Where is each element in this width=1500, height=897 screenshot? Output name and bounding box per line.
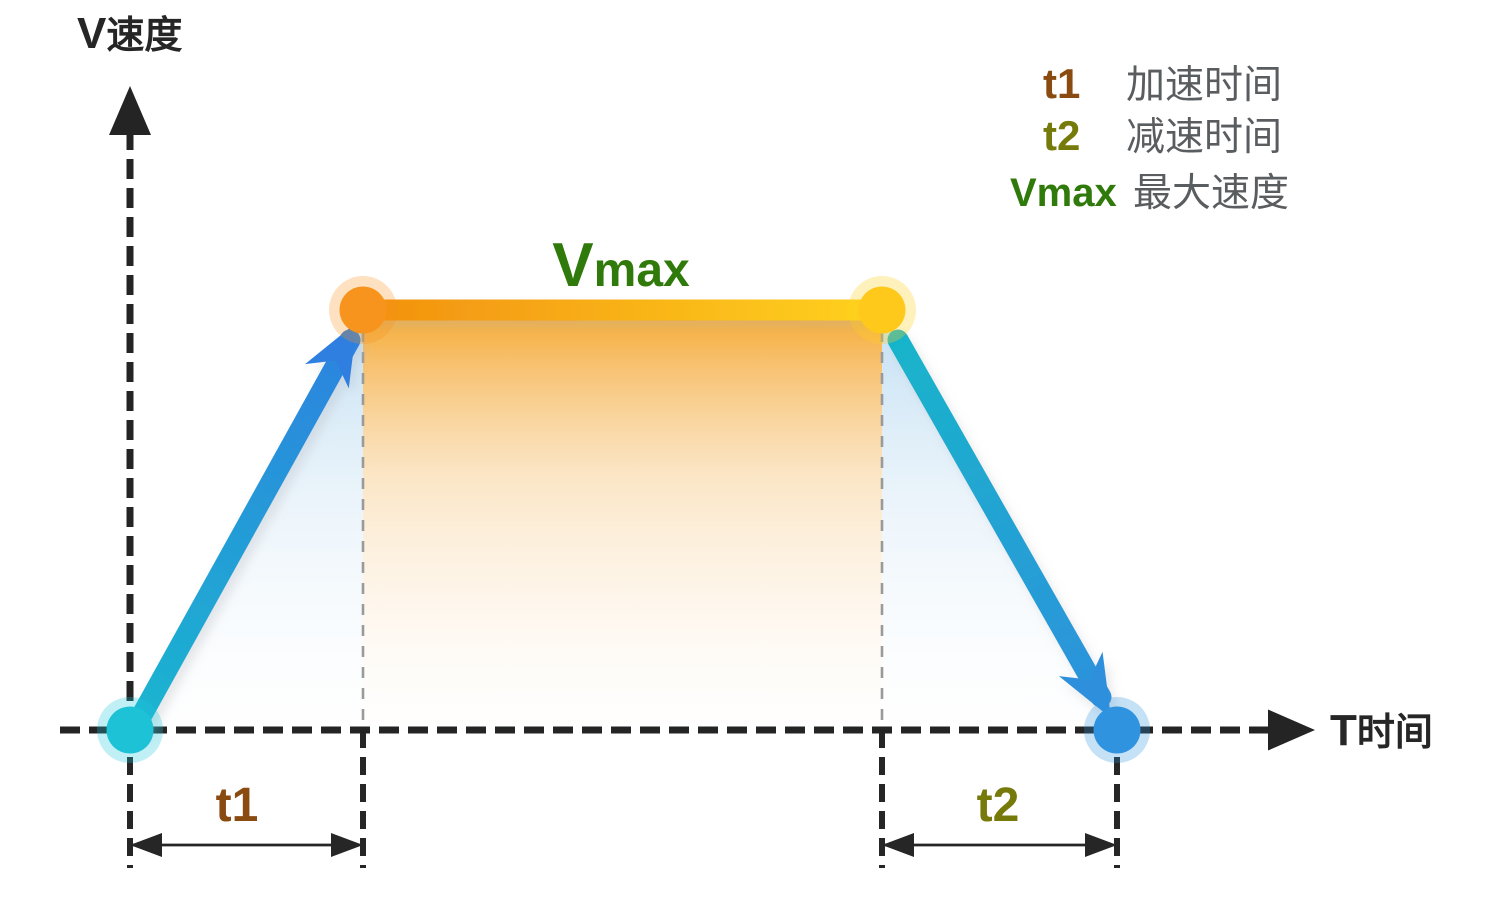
svg-text:t1: t1 xyxy=(216,779,259,832)
svg-text:t1: t1 xyxy=(1043,60,1080,107)
svg-text:Vmax: Vmax xyxy=(1010,171,1117,215)
svg-text:T时间: T时间 xyxy=(1330,706,1433,755)
svg-text:最大速度: 最大速度 xyxy=(1133,172,1289,215)
svg-text:V速度: V速度 xyxy=(77,9,182,58)
svg-text:t2: t2 xyxy=(977,779,1020,832)
svg-text:Vmax: Vmax xyxy=(552,231,690,300)
svg-text:t2: t2 xyxy=(1043,112,1080,159)
svg-text:减速时间: 减速时间 xyxy=(1126,116,1282,159)
svg-text:加速时间: 加速时间 xyxy=(1126,64,1282,107)
